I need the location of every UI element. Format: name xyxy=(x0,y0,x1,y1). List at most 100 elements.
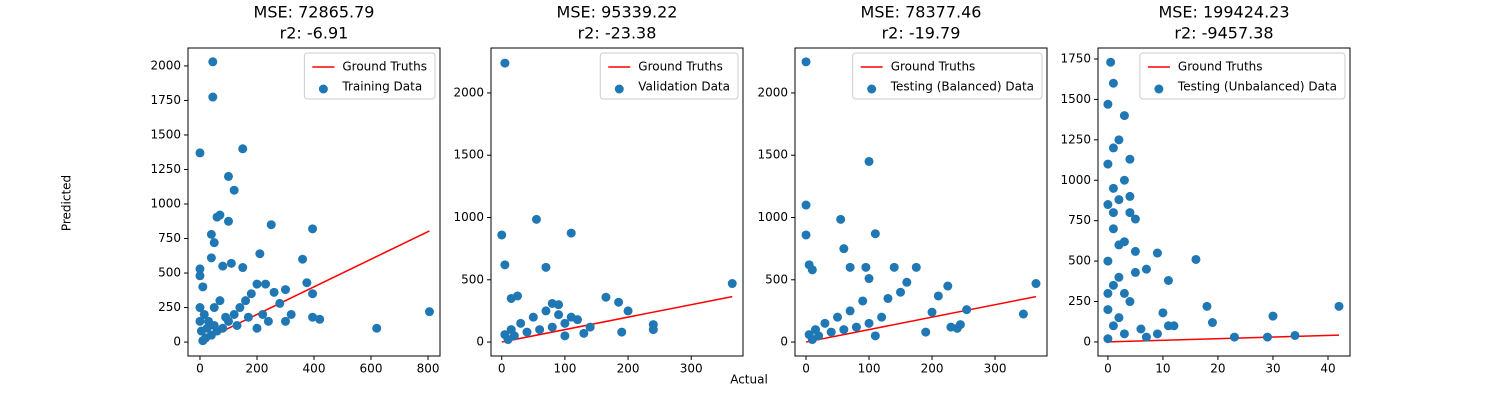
point xyxy=(1103,288,1113,298)
point xyxy=(943,281,953,291)
point xyxy=(1119,288,1129,298)
point xyxy=(560,318,570,328)
point xyxy=(801,200,811,210)
chart-title: MSE: 199424.23 xyxy=(1158,3,1289,22)
legend-marker xyxy=(318,84,328,94)
point xyxy=(845,262,855,272)
point xyxy=(585,322,595,332)
point xyxy=(246,289,256,299)
point xyxy=(238,263,248,273)
point xyxy=(727,279,737,289)
point xyxy=(229,185,239,195)
point xyxy=(1114,272,1124,282)
point xyxy=(195,148,205,158)
x-tick-label: 10 xyxy=(1155,362,1170,376)
point xyxy=(206,253,216,263)
x-axis-label: Actual xyxy=(730,373,768,387)
y-tick-label: 1000 xyxy=(150,197,181,211)
point xyxy=(263,316,273,326)
point xyxy=(864,156,874,166)
point xyxy=(1103,334,1113,344)
point xyxy=(1130,246,1140,256)
x-tick-label: 300 xyxy=(680,362,703,376)
point xyxy=(883,293,893,303)
point xyxy=(1108,321,1118,331)
point xyxy=(870,331,880,341)
legend-label: Testing (Unbalanced) Data xyxy=(1177,80,1337,94)
point xyxy=(896,287,906,297)
y-tick-label: 500 xyxy=(1068,254,1091,268)
y-tick-label: 1000 xyxy=(757,210,788,224)
point xyxy=(1119,329,1129,339)
y-axis-label: Predicted xyxy=(60,175,74,231)
point xyxy=(1108,280,1118,290)
point xyxy=(195,303,205,313)
point xyxy=(212,212,222,222)
y-tick-label: 1000 xyxy=(453,210,484,224)
point xyxy=(275,298,285,308)
point xyxy=(1106,57,1116,67)
point xyxy=(836,214,846,224)
point xyxy=(232,320,242,330)
legend-label: Validation Data xyxy=(638,80,730,94)
point xyxy=(1130,267,1140,277)
point xyxy=(209,238,219,248)
chart-subtitle: r2: -19.79 xyxy=(882,24,961,43)
point xyxy=(308,312,318,322)
point xyxy=(1114,313,1124,323)
axes-frame xyxy=(187,47,441,357)
point xyxy=(308,289,318,299)
point xyxy=(280,285,290,295)
legend-label: Ground Truths xyxy=(1178,60,1263,74)
x-tick-label: 400 xyxy=(303,362,326,376)
point xyxy=(195,264,205,274)
point xyxy=(497,230,507,240)
point xyxy=(1334,301,1344,311)
point xyxy=(1103,99,1113,109)
point xyxy=(902,277,912,287)
legend-marker xyxy=(1154,84,1164,94)
point xyxy=(826,327,836,337)
subplot: MSE: 72865.79 r2: -6.91 0 200 400 600 800 0 250 5… xyxy=(150,3,441,376)
point xyxy=(198,336,208,346)
point xyxy=(298,254,308,264)
point xyxy=(1207,318,1217,328)
axes-frame xyxy=(794,47,1048,357)
point xyxy=(861,262,871,272)
point xyxy=(807,265,817,275)
point xyxy=(946,322,956,332)
y-tick-label: 1750 xyxy=(150,93,181,107)
point xyxy=(258,309,268,319)
point xyxy=(209,303,219,313)
point xyxy=(500,260,510,270)
point xyxy=(1119,175,1129,185)
x-tick-label: 0 xyxy=(1104,362,1112,376)
y-tick-label: 1500 xyxy=(1060,92,1091,106)
point xyxy=(528,312,538,322)
point xyxy=(255,249,265,259)
chart-subtitle: r2: -23.38 xyxy=(578,24,657,43)
point xyxy=(1108,78,1118,88)
point xyxy=(541,306,551,316)
legend-box xyxy=(1139,52,1346,100)
point xyxy=(547,322,557,332)
point xyxy=(513,291,523,301)
subplot: MSE: 95339.22 r2: -23.38 0 100 200 300 0 500 100… xyxy=(453,3,744,376)
point xyxy=(252,279,262,289)
point xyxy=(1202,301,1212,311)
x-tick-label: 800 xyxy=(417,362,440,376)
x-tick-label: 300 xyxy=(984,362,1007,376)
point xyxy=(506,325,516,335)
point xyxy=(208,57,218,67)
x-tick-label: 200 xyxy=(246,362,269,376)
point xyxy=(1114,240,1124,250)
point xyxy=(1108,208,1118,218)
legend-label: Ground Truths xyxy=(342,60,427,74)
point xyxy=(547,298,557,308)
point xyxy=(1141,264,1151,274)
point xyxy=(962,305,972,315)
legend-marker xyxy=(867,84,877,94)
y-tick-label: 750 xyxy=(158,231,181,245)
point xyxy=(1125,208,1135,218)
